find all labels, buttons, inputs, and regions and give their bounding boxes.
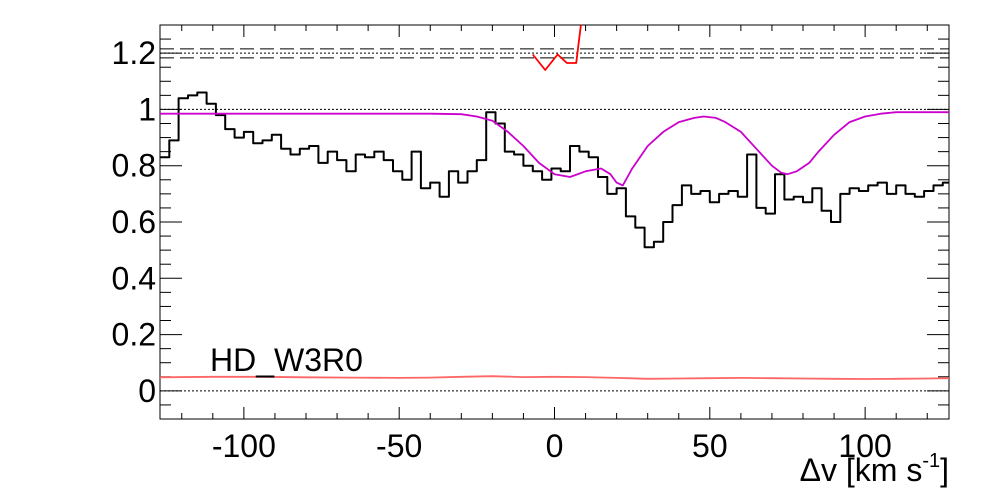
y-tick-label: 1 (138, 91, 156, 127)
series-line-2 (159, 375, 950, 380)
y-tick-label: 0.4 (112, 260, 156, 296)
x-tick-label: 50 (692, 428, 728, 464)
tick-labels: -100 -50 0 50 100 0 0.2 0.4 0.6 0.8 1 1.2 (112, 35, 892, 464)
reference-lines (160, 48, 949, 392)
x-axis-title-close: ] (940, 452, 949, 488)
x-axis-title: Δv [km s-1] (800, 450, 949, 488)
x-axis-title-main: Δv [km s (800, 452, 923, 488)
x-tick-label: -100 (212, 428, 276, 464)
y-tick-label: 0 (138, 373, 156, 409)
series-layer (159, 24, 950, 380)
x-tick-label: 100 (838, 428, 891, 464)
panel-label: HD_W3R0 (210, 342, 363, 378)
plot-frame (159, 24, 950, 420)
series-line-1 (160, 111, 949, 187)
series-line-3 (532, 24, 582, 71)
y-tick-label: 0.6 (112, 204, 156, 240)
x-tick-label: 0 (546, 428, 564, 464)
x-tick-label: -50 (376, 428, 422, 464)
x-axis-title-superscript: -1 (922, 450, 940, 472)
y-tick-label: 0.8 (112, 148, 156, 184)
series-line-0 (160, 91, 949, 249)
y-tick-label: 1.2 (112, 35, 156, 71)
y-tick-label: 0.2 (112, 317, 156, 353)
